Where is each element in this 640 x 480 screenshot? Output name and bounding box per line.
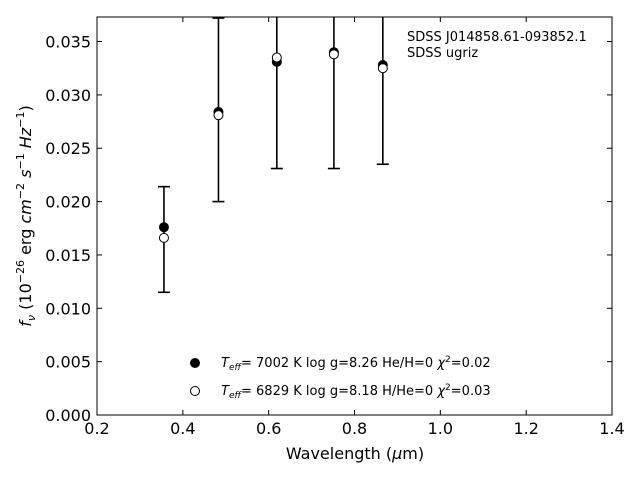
point-open [377, 63, 388, 74]
y-tick-label: 0.030 [45, 86, 91, 105]
point-filled [158, 222, 169, 233]
y-tick-label: 0.015 [45, 246, 91, 265]
data-points [158, 47, 388, 243]
plot-frame [96, 16, 613, 416]
legend-entry-2: Teff= 6829 K log g=8.18 H/He=0 χ2=0.03 [221, 383, 491, 401]
point-open [213, 110, 224, 121]
x-axis-label: Wavelength (μm) [286, 444, 424, 463]
legend-entry-1: Teff= 7002 K log g=8.26 He/H=0 χ2=0.02 [221, 355, 491, 373]
x-tick-label: 0.4 [170, 419, 195, 438]
tick-labels: 0.2 0.4 0.6 0.8 1.0 1.2 1.4 0.000 0.005 0.010 0.01… [45, 33, 625, 438]
x-tick-label: 1.2 [513, 419, 538, 438]
x-tick-label: 0.6 [256, 419, 281, 438]
y-tick-label: 0.025 [45, 139, 91, 158]
error-bars [157, 17, 389, 294]
y-tick-label: 0.020 [45, 193, 91, 212]
x-tick-label: 1.0 [428, 419, 453, 438]
legend-marker-filled [190, 358, 200, 368]
x-tick-label: 1.4 [599, 419, 624, 438]
x-tick-label: 0.2 [84, 419, 109, 438]
y-tick-label: 0.010 [45, 299, 91, 318]
annotation-object-name: SDSS J014858.61-093852.1 [407, 30, 587, 45]
point-open [271, 52, 282, 63]
legend-marker-open [190, 386, 200, 396]
x-tick-label: 0.8 [342, 419, 367, 438]
legend: Teff= 7002 K log g=8.26 He/H=0 χ2=0.02 T… [190, 355, 491, 401]
y-axis-label: fν (10−26 erg cm−2 s−1 Hz−1) [14, 105, 38, 326]
point-open [328, 49, 339, 60]
y-tick-label: 0.000 [45, 406, 91, 425]
point-open [158, 232, 169, 243]
y-tick-label: 0.005 [45, 353, 91, 372]
annotation-photometry: SDSS ugriz [407, 46, 478, 61]
y-tick-label: 0.035 [45, 33, 91, 52]
